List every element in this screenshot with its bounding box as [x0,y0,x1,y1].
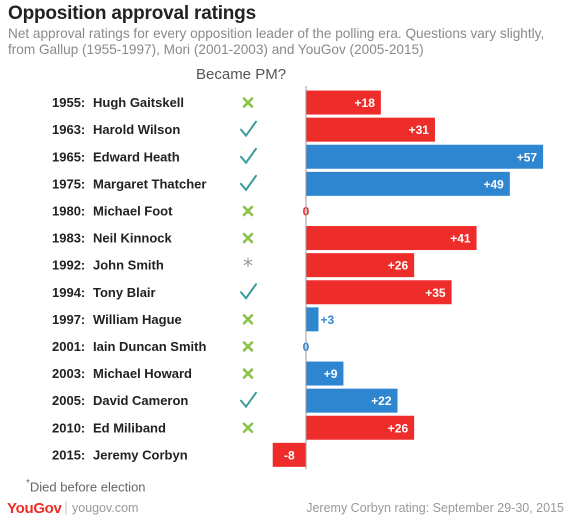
chart-row: 2003: Michael Howard +9 [52,361,344,386]
cross-icon [242,232,254,244]
row-leader-name: Neil Kinnock [93,231,173,246]
bar-value-label: +31 [409,123,430,137]
star-icon: * [243,254,253,278]
cross-icon [242,368,254,379]
row-year-label: 1980: [52,203,85,218]
bar-value-label: +26 [388,421,409,435]
cross-icon [242,341,254,352]
cross-icon [242,97,254,108]
row-leader-name: Tony Blair [93,285,156,300]
row-year-label: 2005: [52,393,85,408]
check-icon [240,283,257,300]
row-year-label: 1997: [52,312,85,327]
chart-row: 1992: John Smith * +26 [52,253,415,278]
bar [306,415,415,440]
row-year-label: 1965: [52,149,85,164]
row-year-label: 2010: [52,420,85,435]
row-leader-name: Edward Heath [93,149,180,164]
check-icon [240,391,257,409]
chart-title: Opposition approval ratings [8,3,256,24]
bar [272,442,306,467]
chart-row: 1963: Harold Wilson +31 [52,117,435,142]
cross-icon [242,205,254,217]
check-icon [240,120,257,138]
row-leader-name: Hugh Gaitskell [93,95,184,110]
bar [306,171,510,196]
bar-value-label: +9 [324,367,338,381]
bar-value-label: +49 [483,177,504,191]
bar-value-label: +41 [450,232,471,246]
row-leader-name: David Cameron [93,393,188,408]
chart-row: 2010: Ed Miliband +26 [52,415,415,440]
bar [306,253,415,278]
row-year-label: 1975: [52,176,85,191]
became-pm-header: Became PM? [196,66,287,83]
row-leader-name: Iain Duncan Smith [93,339,206,354]
bar [306,307,319,332]
chart-row: 2001:Iain Duncan Smith0 [52,339,310,354]
bar [306,226,477,251]
bar-value-label: +18 [355,96,376,110]
row-year-label: 1963: [52,122,85,137]
bar-value-label: +3 [320,313,334,327]
chart-row: 1955: Hugh Gaitskell +18 [52,90,381,115]
footnote-text: Died before election [29,479,146,495]
bar-value-label: +57 [517,150,538,164]
row-leader-name: Harold Wilson [93,122,180,137]
row-year-label: 1955: [52,95,85,110]
bar-value-label: +26 [388,259,409,273]
footnote: *Died before election [26,478,146,494]
chart-subtitle: Net approval ratings for every oppositio… [8,26,545,57]
bar-value-label: +35 [425,286,446,300]
row-year-label: 2001: [52,339,85,354]
row-leader-name: Ed Miliband [93,420,166,435]
row-leader-name: Margaret Thatcher [93,176,206,191]
footnote-marker: * [26,478,30,489]
site-url[interactable]: yougov.com [72,501,139,515]
row-year-label: 2003: [52,366,85,381]
bar [306,144,544,169]
cross-icon [242,422,254,434]
chart-row: 1983: Neil Kinnock +41 [52,226,477,251]
bar [306,117,435,142]
row-year-label: 2015: [52,447,85,462]
yougov-logo: YouGov [7,500,62,517]
bar [306,388,398,413]
row-year-label: 1994: [52,285,85,300]
check-icon [240,147,257,165]
row-year-label: 1992: [52,258,85,273]
chart-row: 1975: Margaret Thatcher +49 [52,171,510,196]
chart-row: 1965: Edward Heath +57 [52,144,544,169]
row-leader-name: Michael Howard [93,366,192,381]
chart-row: 1980:Michael Foot0 [52,203,310,218]
chart-row: 2015: Jeremy Corbyn -8 [52,442,306,467]
chart-row: 1994: Tony Blair +35 [52,280,452,305]
cross-icon [242,314,254,325]
bar-value-label: -8 [284,448,295,462]
chart-row: 2005: David Cameron +22 [52,388,398,413]
row-leader-name: Michael Foot [93,203,173,218]
bar [306,90,381,115]
brand-separator: | [64,499,68,516]
row-leader-name: Jeremy Corbyn [93,447,188,462]
row-leader-name: John Smith [93,258,164,273]
check-icon [240,174,257,192]
chart-row: 1997: William Hague +3 [52,307,334,332]
source-note: Jeremy Corbyn rating: September 29-30, 2… [306,501,564,515]
row-leader-name: William Hague [93,312,182,327]
bar [306,280,452,305]
bar [306,361,344,386]
row-year-label: 1983: [52,231,85,246]
bar-value-label: +22 [371,394,392,408]
